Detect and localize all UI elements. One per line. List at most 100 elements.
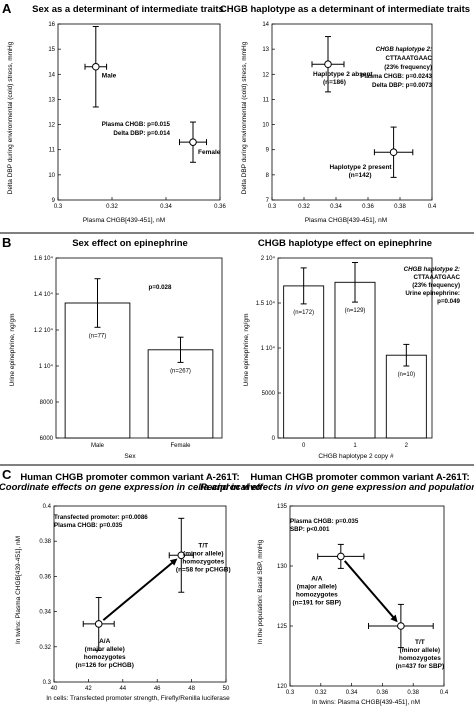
- chart-c1-point-label: (n=126 for pCHGB): [76, 662, 134, 669]
- chart-a1-ytick-label: 10: [48, 173, 55, 179]
- chart-a1-point-label: Female: [198, 149, 221, 156]
- chart-c1-annotation-2: Plasma CHGB: p=0.035: [54, 522, 123, 529]
- chart-a2-ytick-label: 9: [266, 148, 270, 154]
- chart-a1-annotation-1: Plasma CHGB: p=0.015: [102, 121, 171, 128]
- chart-c1-xtick-label: 48: [188, 686, 195, 692]
- chart-a1-xtick-label: 0.3: [54, 204, 63, 210]
- chart-b2-annotation-3: (23% frequency): [412, 282, 460, 289]
- chart-a2-xtick-label: 0.3: [268, 204, 277, 210]
- chart-b1-ytick-label: 1.6 10⁴: [34, 255, 54, 262]
- chart-a2-point-n: (n=142): [349, 172, 372, 179]
- chart-c2-plot-frame: [289, 505, 445, 687]
- panel-letter-b: B: [2, 235, 11, 250]
- chart-c1-subtitle: Coordinate effects on gene expression in…: [0, 482, 261, 493]
- chart-c1-point-label: homozygotes: [182, 558, 224, 565]
- chart-a2-ytick-label: 11: [263, 97, 270, 103]
- chart-b2-bar: [334, 281, 376, 439]
- chart-a2-point-marker: [389, 148, 398, 157]
- chart-a2-xtick-label: 0.38: [394, 204, 406, 210]
- chart-a1-xlabel: Plasma CHGB[439-451], nM: [83, 217, 165, 224]
- chart-b2-title: CHGB haplotype effect on epinephrine: [258, 238, 432, 249]
- chart-c2-annotation-1: Plasma CHGB: p=0.035: [290, 518, 359, 525]
- chart-c2-point-label: A/A: [311, 575, 323, 582]
- chart-a1-plot-frame: [57, 23, 221, 201]
- chart-a1-ytick-label: 14: [48, 72, 55, 78]
- chart-a2-ytick-label: 12: [262, 72, 269, 78]
- chart-c2-trend-arrow: [343, 560, 398, 622]
- chart-c2-point-label: homozygotes: [399, 655, 441, 662]
- chart-c2-point-label: (n=437 for SBP): [396, 663, 445, 670]
- chart-c1-point-marker: [94, 620, 103, 628]
- panel-letter-c: C: [2, 467, 12, 482]
- chart-a2-xtick-label: 0.32: [298, 204, 310, 210]
- chart-a1-ytick-label: 16: [48, 22, 55, 28]
- chart-a2-point-n: (n=186): [323, 79, 346, 86]
- chart-c1-ytick-label: 0.34: [39, 610, 51, 616]
- chart-a2-ytick-label: 7: [266, 198, 270, 204]
- chart-c2-xtick-label: 0.38: [407, 690, 419, 696]
- chart-a2-annotation-1: CHGB haplotype 2:: [376, 46, 432, 53]
- chart-a2-point-label: Haplotype 2 present: [329, 164, 392, 171]
- chart-a1-point-marker: [92, 62, 100, 71]
- chart-c2-point-label: homozygotes: [296, 591, 338, 598]
- chart-b2-category-label: 0: [302, 443, 306, 449]
- chart-a1-ytick-label: 13: [48, 97, 55, 103]
- chart-c1-title: Human CHGB promoter common variant A-261…: [20, 472, 239, 483]
- chart-b2-annotation-5: p=0.049: [437, 298, 460, 305]
- chart-c2-xlabel: In twins: Plasma CHGB[439-451], nM: [312, 699, 420, 706]
- chart-a1-ytick-label: 11: [49, 148, 56, 154]
- chart-c1-point-label: T/T: [198, 542, 208, 549]
- chart-b2-annotation-2: CTTAAATGAAC: [413, 274, 460, 281]
- chart-b2-ytick-label: 1.5 10⁴: [256, 300, 276, 307]
- chart-a2-plot-frame: [271, 23, 433, 201]
- chart-c1-annotation-1: Transfected promoter: p=0.0086: [54, 514, 148, 521]
- chart-a1-annotation-2: Delta DBP: p=0.014: [113, 130, 170, 137]
- chart-a1-xtick-label: 0.34: [160, 204, 172, 210]
- chart-c1-ytick-label: 0.32: [39, 645, 51, 651]
- chart-c2-xtick-label: 0.36: [377, 690, 389, 696]
- chart-a2-annotation-4: Plasma CHGB: p=0.0243: [360, 73, 432, 80]
- chart-b1-ytick-label: 1.2 10⁴: [34, 327, 54, 334]
- chart-a1-point-marker: [189, 138, 197, 146]
- chart-a1-ytick-label: 9: [52, 198, 56, 204]
- chart-c2-trend-arrowhead: [390, 614, 398, 623]
- chart-a2-annotation-5: Delta DBP: p=0.0073: [372, 82, 433, 89]
- chart-b1-bar: [147, 349, 214, 439]
- chart-c1-point-label: homozygotes: [84, 654, 126, 661]
- chart-b2-category-label: 2: [405, 443, 409, 449]
- chart-b1-bar-n-label: (n=77): [89, 333, 107, 339]
- chart-c1-xtick-label: 46: [154, 686, 161, 692]
- chart-b2-bar: [385, 354, 427, 439]
- chart-c2-xtick-label: 0.32: [315, 690, 327, 696]
- chart-b2-ytick-label: 1 10⁴: [261, 345, 276, 352]
- chart-c2-point-label: (n=191 for SBP): [293, 599, 342, 606]
- chart-c2-ytick-label: 130: [277, 564, 288, 570]
- chart-a2-xlabel: Plasma CHGB[439-451], nM: [305, 217, 387, 224]
- chart-c2-ytick-label: 120: [277, 684, 288, 690]
- chart-a2-point-label: Haplotype 2 absent: [313, 71, 373, 78]
- chart-b1-category-label: Male: [91, 443, 105, 449]
- chart-b1-plot-frame: [55, 257, 223, 439]
- chart-b2-annotation-4: Urine epinephrine:: [405, 290, 460, 297]
- chart-a1-xtick-label: 0.36: [214, 204, 226, 210]
- chart-b2-bar-n-label: (n=129): [345, 308, 366, 314]
- chart-c2-xtick-label: 0.3: [286, 690, 295, 696]
- chart-b1-ylabel: Urine epinephrine, ng/gm: [9, 314, 16, 387]
- chart-b2-bar: [283, 285, 325, 439]
- chart-c2-title: Human CHGB promoter common variant A-261…: [250, 472, 469, 483]
- chart-c1-trend-arrow: [102, 558, 177, 621]
- chart-c1-xtick-label: 44: [119, 686, 126, 692]
- chart-b2-ylabel: Urine epinephrine, ng/gm: [243, 314, 250, 387]
- chart-a2-ytick-label: 14: [262, 22, 269, 28]
- chart-c1-point-marker: [177, 551, 186, 560]
- chart-c2-point-label: T/T: [415, 639, 425, 646]
- chart-b1-ytick-label: 1 10⁴: [39, 363, 54, 370]
- chart-b2-bar-n-label: (n=10): [398, 372, 416, 378]
- chart-c1-point-label: A/A: [99, 638, 111, 645]
- chart-b1-ytick-label: 8000: [40, 400, 54, 406]
- chart-b1-ytick-label: 1.4 10⁴: [34, 291, 54, 298]
- chart-a1-ytick-label: 12: [48, 123, 55, 129]
- chart-a2-point-marker: [324, 60, 332, 69]
- chart-a2-ytick-label: 8: [266, 173, 270, 179]
